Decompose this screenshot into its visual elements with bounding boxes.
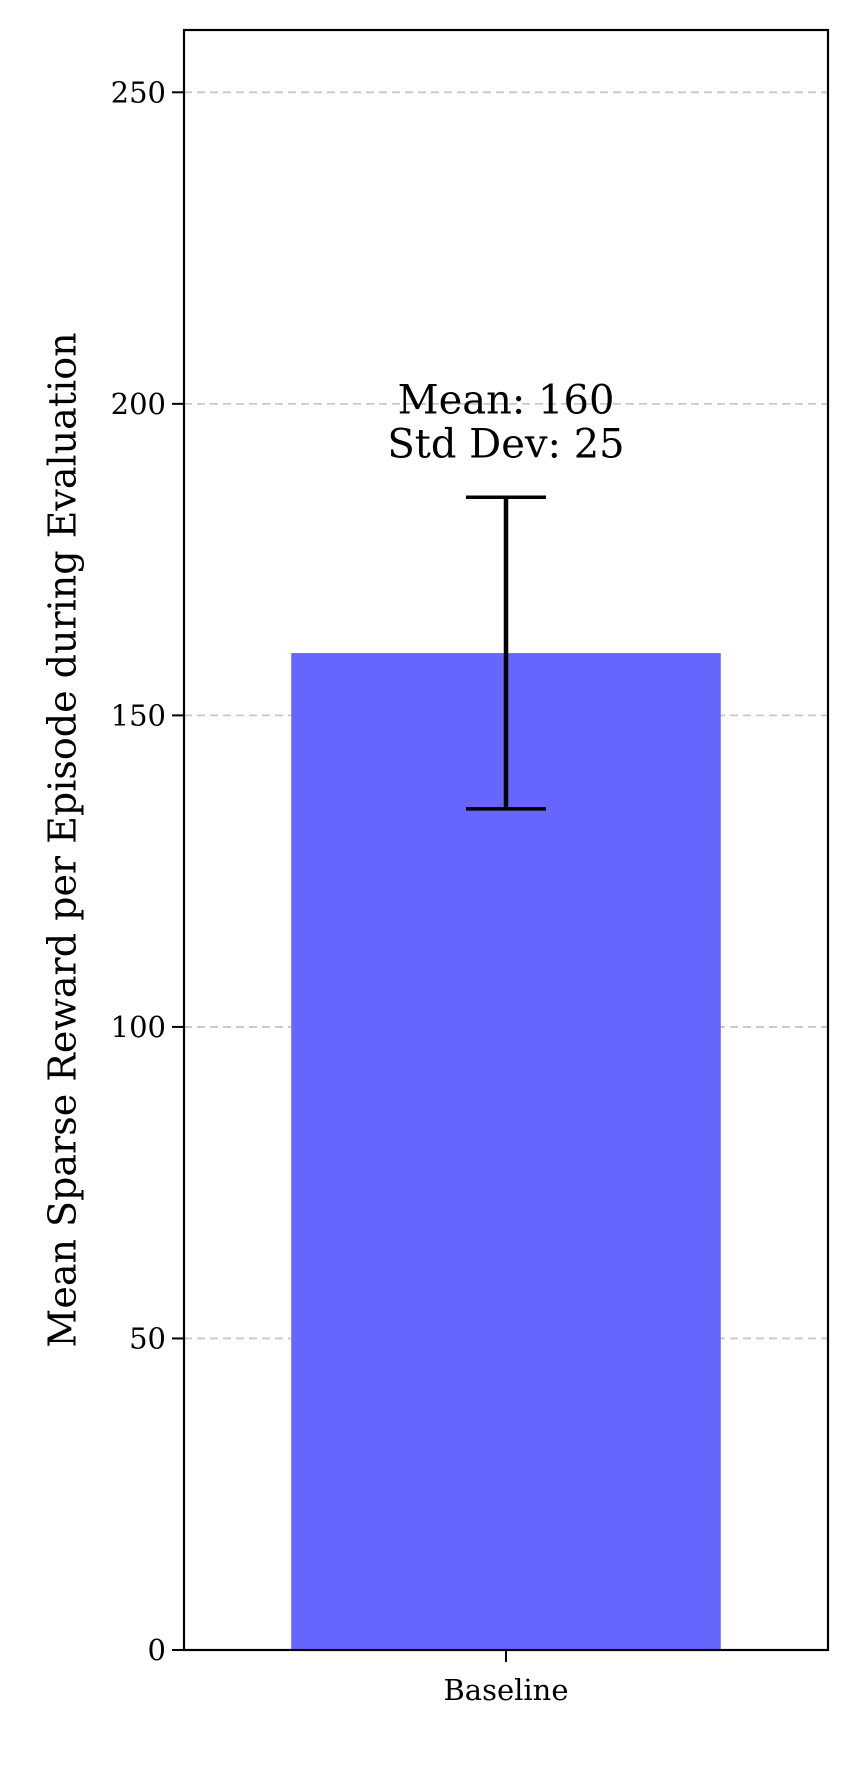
y-tick-label-150: 150 — [111, 698, 166, 732]
error-bars — [466, 495, 546, 811]
bar-baseline — [291, 653, 721, 1650]
y-tick-label-0: 0 — [148, 1633, 166, 1667]
y-tick-label-50: 50 — [129, 1321, 166, 1355]
y-tick-label-100: 100 — [111, 1010, 166, 1044]
y-axis-ticks: 0 50 100 150 200 250 — [111, 75, 184, 1667]
annotation-line-2: Std Dev: 25 — [387, 421, 624, 467]
y-tick-label-250: 250 — [111, 75, 166, 109]
x-tick-label-baseline: Baseline — [443, 1673, 568, 1707]
x-axis-ticks: Baseline — [443, 1650, 569, 1707]
y-axis-title: Mean Sparse Reward per Episode during Ev… — [40, 332, 84, 1347]
y-tick-label-200: 200 — [111, 387, 166, 421]
bars — [291, 653, 721, 1650]
annotation-line-1: Mean: 160 — [398, 377, 615, 423]
